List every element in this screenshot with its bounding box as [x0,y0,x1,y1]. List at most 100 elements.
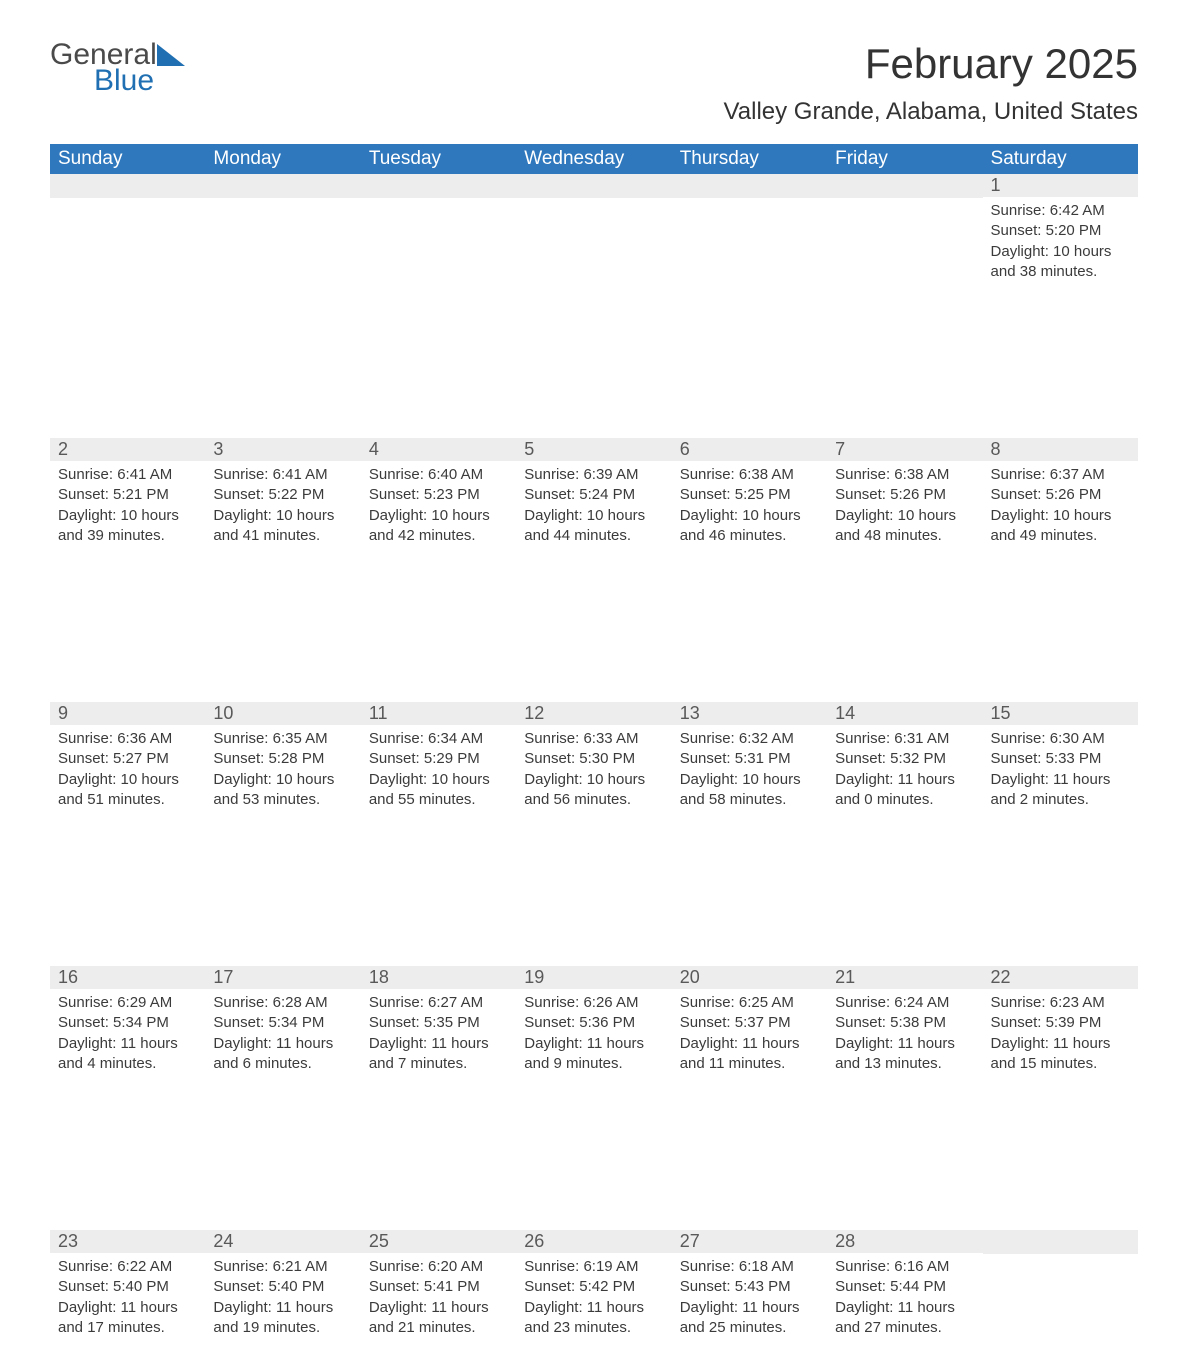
day-data: Sunrise: 6:25 AMSunset: 5:37 PMDaylight:… [672,989,827,1082]
day-data: Sunrise: 6:30 AMSunset: 5:33 PMDaylight:… [983,725,1138,818]
sunset-text: Sunset: 5:42 PM [524,1277,663,1297]
sunrise-text: Sunrise: 6:39 AM [524,465,663,485]
logo-text: General Blue [50,40,185,100]
week-separator [50,306,1138,438]
sunset-text: Sunset: 5:35 PM [369,1013,508,1033]
daylight-text: Daylight: 11 hours and 9 minutes. [524,1034,663,1075]
sunset-text: Sunset: 5:36 PM [524,1013,663,1033]
day-data: Sunrise: 6:38 AMSunset: 5:25 PMDaylight:… [672,461,827,554]
day-cell: 27 Sunrise: 6:18 AMSunset: 5:43 PMDayligh… [672,1230,827,1362]
sunset-text: Sunset: 5:43 PM [680,1277,819,1297]
sunrise-text: Sunrise: 6:28 AM [213,993,352,1013]
daylight-text: Daylight: 11 hours and 15 minutes. [991,1034,1130,1075]
day-number: 17 [205,966,360,989]
day-cell [827,174,982,306]
daylight-text: Daylight: 10 hours and 46 minutes. [680,506,819,547]
day-cell: 24Sunrise: 6:21 AMSunset: 5:40 PMDayligh… [205,1230,360,1362]
sunrise-text: Sunrise: 6:31 AM [835,729,974,749]
sunrise-text: Sunrise: 6:26 AM [524,993,663,1013]
sunrise-text: Sunrise: 6:36 AM [58,729,197,749]
day-number: 13 [672,702,827,725]
title-block: February 2025 Valley Grande, Alabama, Un… [724,40,1138,136]
weekday-header: Tuesday [361,144,516,174]
day-cell: 17Sunrise: 6:28 AMSunset: 5:34 PMDayligh… [205,966,360,1098]
sunrise-text: Sunrise: 6:41 AM [213,465,352,485]
day-number [516,174,671,198]
weekday-header-row: Sunday Monday Tuesday Wednesday Thursday… [50,144,1138,174]
day-data: Sunrise: 6:23 AMSunset: 5:39 PMDaylight:… [983,989,1138,1082]
daylight-text: Daylight: 11 hours and 25 minutes. [680,1298,819,1339]
sunset-text: Sunset: 5:30 PM [524,749,663,769]
weekday-header: Friday [827,144,982,174]
daylight-text: Daylight: 11 hours and 7 minutes. [369,1034,508,1075]
day-data: Sunrise: 6:24 AMSunset: 5:38 PMDaylight:… [827,989,982,1082]
day-number [672,174,827,198]
day-cell: 16Sunrise: 6:29 AMSunset: 5:34 PMDayligh… [50,966,205,1098]
day-cell: 22Sunrise: 6:23 AMSunset: 5:39 PMDayligh… [983,966,1138,1098]
sunrise-text: Sunrise: 6:37 AM [991,465,1130,485]
day-cell [361,174,516,306]
day-data: Sunrise: 6:33 AMSunset: 5:30 PMDaylight:… [516,725,671,818]
sunrise-text: Sunrise: 6:29 AM [58,993,197,1013]
daylight-text: Daylight: 10 hours and 39 minutes. [58,506,197,547]
sunset-text: Sunset: 5:27 PM [58,749,197,769]
day-cell: 18Sunrise: 6:27 AMSunset: 5:35 PMDayligh… [361,966,516,1098]
daylight-text: Daylight: 10 hours and 41 minutes. [213,506,352,547]
daylight-text: Daylight: 11 hours and 6 minutes. [213,1034,352,1075]
sunset-text: Sunset: 5:40 PM [58,1277,197,1297]
weekday-header: Wednesday [516,144,671,174]
daylight-text: Daylight: 11 hours and 2 minutes. [991,770,1130,811]
day-number: 20 [672,966,827,989]
weekday-header: Saturday [983,144,1138,174]
day-cell [983,1230,1138,1362]
sunset-text: Sunset: 5:24 PM [524,485,663,505]
sunset-text: Sunset: 5:34 PM [213,1013,352,1033]
sunrise-text: Sunrise: 6:42 AM [991,201,1130,221]
day-number: 27 [672,1230,827,1253]
day-number [827,174,982,198]
daylight-text: Daylight: 11 hours and 11 minutes. [680,1034,819,1075]
sunrise-text: Sunrise: 6:18 AM [680,1257,819,1277]
day-data: Sunrise: 6:28 AMSunset: 5:34 PMDaylight:… [205,989,360,1082]
week-row: 16Sunrise: 6:29 AMSunset: 5:34 PMDayligh… [50,966,1138,1098]
day-cell: 2Sunrise: 6:41 AMSunset: 5:21 PMDaylight… [50,438,205,570]
week-separator [50,834,1138,966]
sunrise-text: Sunrise: 6:30 AM [991,729,1130,749]
day-data: Sunrise: 6:21 AMSunset: 5:40 PMDaylight:… [205,1253,360,1346]
daylight-text: Daylight: 11 hours and 21 minutes. [369,1298,508,1339]
sunrise-text: Sunrise: 6:40 AM [369,465,508,485]
sunset-text: Sunset: 5:33 PM [991,749,1130,769]
day-cell: 21Sunrise: 6:24 AMSunset: 5:38 PMDayligh… [827,966,982,1098]
day-data: Sunrise: 6:27 AMSunset: 5:35 PMDaylight:… [361,989,516,1082]
day-number: 21 [827,966,982,989]
day-number: 6 [672,438,827,461]
daylight-text: Daylight: 11 hours and 17 minutes. [58,1298,197,1339]
sunset-text: Sunset: 5:37 PM [680,1013,819,1033]
day-number: 1 [983,174,1138,197]
sunset-text: Sunset: 5:31 PM [680,749,819,769]
day-number: 2 [50,438,205,461]
day-number [205,174,360,198]
daylight-text: Daylight: 11 hours and 4 minutes. [58,1034,197,1075]
day-cell [672,174,827,306]
day-data: Sunrise: 6:37 AMSunset: 5:26 PMDaylight:… [983,461,1138,554]
sunrise-text: Sunrise: 6:21 AM [213,1257,352,1277]
day-number: 19 [516,966,671,989]
day-cell: 1Sunrise: 6:42 AMSunset: 5:20 PMDaylight… [983,174,1138,306]
day-data: Sunrise: 6:22 AMSunset: 5:40 PMDaylight:… [50,1253,205,1346]
daylight-text: Daylight: 10 hours and 58 minutes. [680,770,819,811]
week-row: 9 Sunrise: 6:36 AMSunset: 5:27 PM Daylight… [50,702,1138,834]
day-cell: 3Sunrise: 6:41 AMSunset: 5:22 PMDaylight… [205,438,360,570]
logo-text-blue: Blue [94,66,154,96]
day-cell: 25Sunrise: 6:20 AMSunset: 5:41 PMDayligh… [361,1230,516,1362]
day-number: 10 [205,702,360,725]
day-number [50,174,205,198]
day-number: 9 [50,702,205,725]
day-data: Sunrise: 6:35 AMSunset: 5:28 PMDaylight:… [205,725,360,818]
day-cell: 28Sunrise: 6:16 AMSunset: 5:44 PMDayligh… [827,1230,982,1362]
daylight-text: Daylight: 10 hours and 55 minutes. [369,770,508,811]
day-cell: 20Sunrise: 6:25 AMSunset: 5:37 PMDayligh… [672,966,827,1098]
day-cell: 4Sunrise: 6:40 AMSunset: 5:23 PMDaylight… [361,438,516,570]
sunset-text: Sunset: 5:26 PM [835,485,974,505]
weekday-header: Thursday [672,144,827,174]
